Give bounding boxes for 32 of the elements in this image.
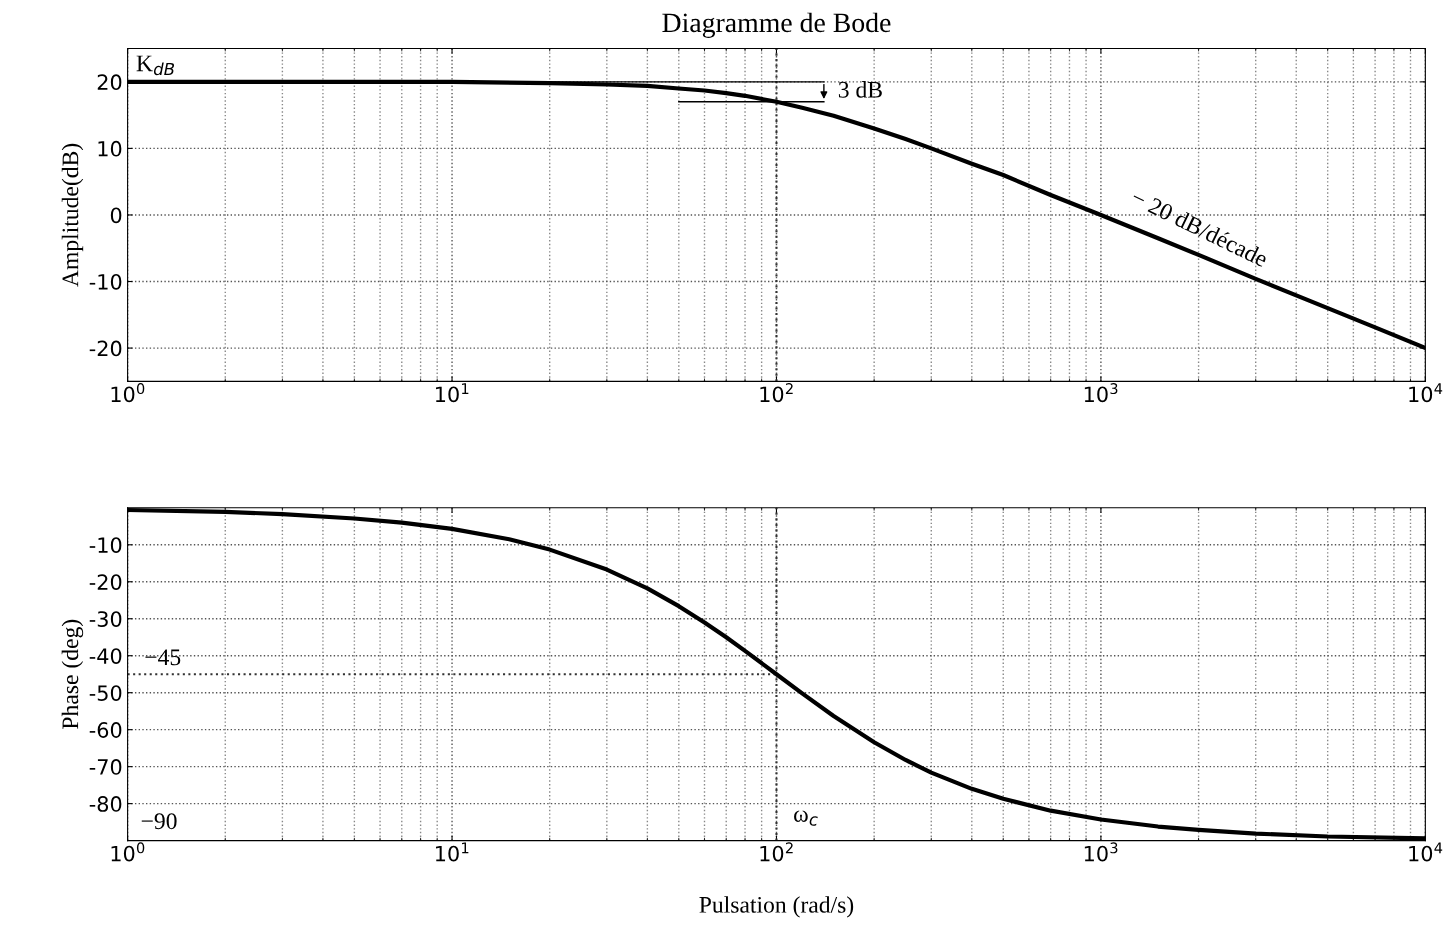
y-tick-label: -30: [89, 611, 122, 627]
y-tick-label: -70: [89, 759, 122, 775]
x-tick-label: 10$^{1}$: [435, 842, 469, 862]
x-tick-label: 10$^{4}$: [1409, 383, 1443, 403]
y-tick-label: 20: [97, 74, 122, 91]
x-tick-label: 10$^{3}$: [1084, 842, 1118, 862]
x-axis-title: Pulsation (rad/s): [699, 896, 854, 918]
y-tick-label: -40: [89, 648, 122, 664]
annotation: ω$_{c}$: [794, 810, 818, 826]
annotation: K$_{dB}$: [136, 55, 175, 76]
y-tick-label: -20: [89, 574, 122, 590]
x-tick-label: 10$^{3}$: [1084, 383, 1118, 403]
y-axis-title: Amplitude(dB): [61, 143, 84, 287]
y-tick-label: -20: [89, 340, 122, 357]
x-tick-label: 10$^{1}$: [435, 383, 469, 403]
y-tick-label: 10: [98, 140, 122, 157]
y-tick-label: -10: [89, 273, 122, 290]
x-tick-label: 10$^{4}$: [1409, 842, 1443, 862]
y-tick-label: 0: [110, 207, 122, 224]
y-tick-label: -10: [89, 537, 122, 553]
x-tick-label: 10$^{0}$: [111, 383, 145, 403]
annotation: −90: [141, 813, 177, 830]
annotation: −45: [145, 649, 181, 666]
y-tick-label: -60: [89, 722, 122, 738]
y-tick-label: -80: [89, 796, 122, 812]
chart-title: Diagramme de Bode: [662, 12, 891, 38]
y-tick-label: -50: [89, 685, 122, 701]
annotation: 3 dB: [838, 81, 882, 98]
x-tick-label: 10$^{2}$: [760, 842, 793, 862]
y-axis-title: Phase (deg): [61, 619, 84, 729]
x-tick-label: 10$^{2}$: [760, 383, 793, 403]
x-tick-label: 10$^{0}$: [111, 842, 145, 862]
